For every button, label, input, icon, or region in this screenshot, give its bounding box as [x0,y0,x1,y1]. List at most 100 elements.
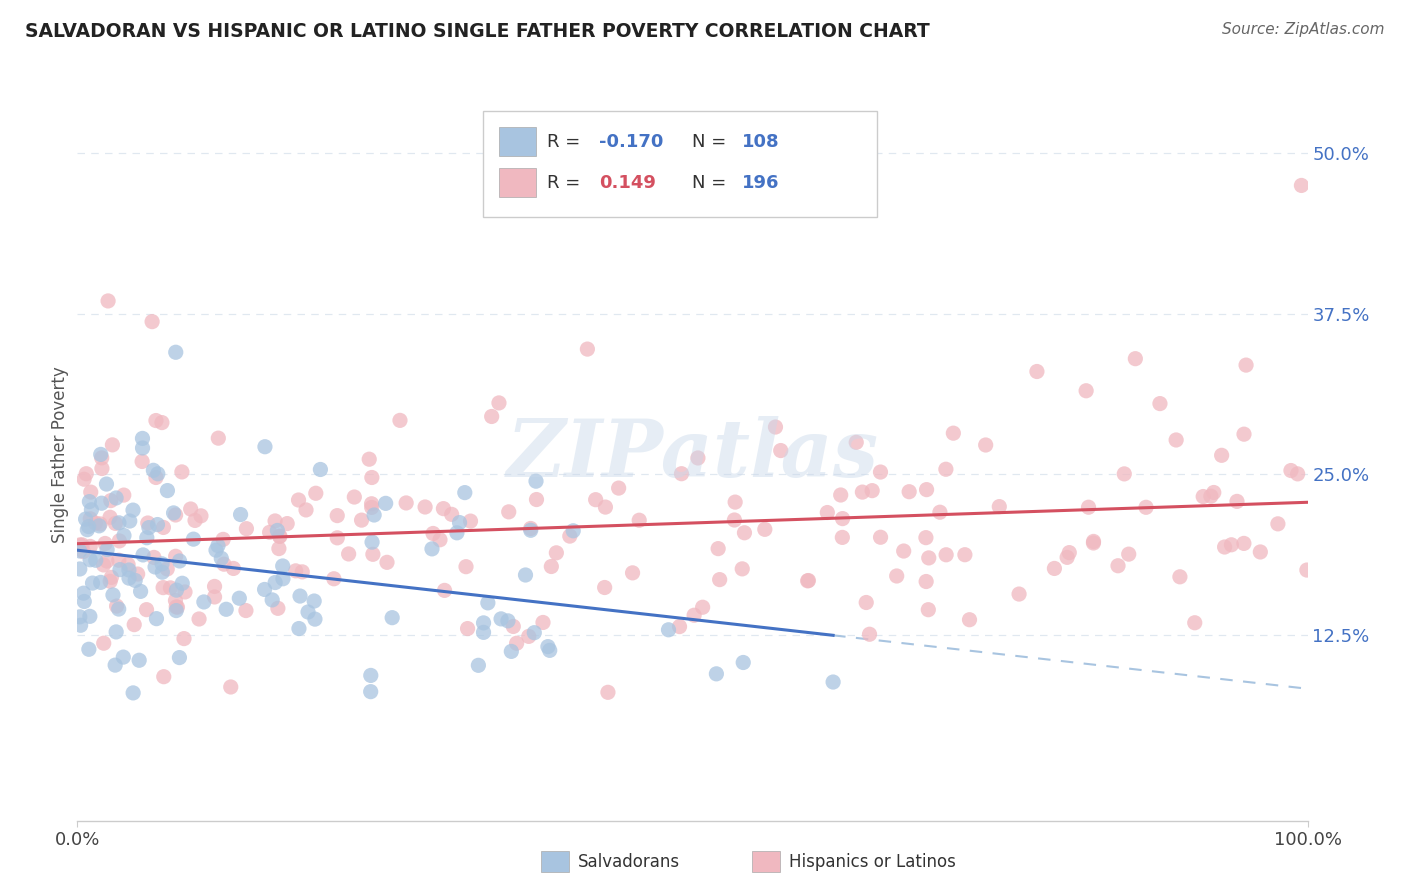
Point [188,612,211,626]
Point [796,574,818,588]
Point [1296,563,1319,577]
Point [765,420,787,434]
Point [1249,545,1271,559]
Point [855,595,877,609]
Text: N =: N = [693,133,733,151]
Point [73,594,96,608]
Point [1125,351,1147,366]
Point [1149,396,1171,410]
Point [454,485,477,500]
Point [131,431,153,445]
Point [271,559,294,574]
Text: Salvadorans: Salvadorans [578,853,681,871]
Point [361,535,384,549]
Point [141,315,163,329]
Point [988,500,1011,514]
Point [205,543,228,558]
Point [97,293,120,308]
Point [253,440,276,454]
Point [122,617,145,632]
Point [845,435,868,450]
Point [754,522,776,536]
Point [1077,500,1099,515]
Point [1213,540,1236,554]
Point [70,538,93,552]
Point [80,485,103,500]
Point [159,581,181,595]
Point [1211,448,1233,462]
Point [915,483,938,497]
Point [915,574,938,589]
Point [108,563,131,577]
Point [98,510,121,524]
Point [830,488,852,502]
Point [276,516,298,531]
Point [454,559,477,574]
Point [69,610,91,624]
Point [460,514,482,528]
Point [668,619,690,633]
Point [212,533,235,547]
Point [488,396,510,410]
Point [1226,494,1249,508]
Point [219,680,242,694]
Point [262,593,284,607]
Point [1056,550,1078,565]
Point [860,483,883,498]
Point [193,595,215,609]
Point [93,636,115,650]
Point [350,513,373,527]
Point [524,474,547,488]
Point [75,467,97,481]
Point [152,520,174,534]
Point [360,500,382,515]
Point [706,666,728,681]
Point [152,670,174,684]
Point [288,589,311,603]
Point [501,644,523,658]
Point [266,524,288,538]
Point [831,511,853,525]
Point [122,686,145,700]
Point [80,503,103,517]
Point [429,533,451,547]
Point [1135,500,1157,515]
Point [869,530,891,544]
Point [422,526,444,541]
Point [72,586,94,600]
Point [489,612,512,626]
Point [593,581,616,595]
Point [79,512,101,526]
Point [917,603,939,617]
Point [1291,178,1313,193]
Point [69,538,91,552]
Point [360,668,382,682]
Point [170,465,193,479]
Point [122,503,145,517]
Point [150,416,173,430]
Point [540,559,562,574]
Point [287,493,309,508]
Point [381,610,404,624]
Point [96,477,118,491]
Point [75,512,97,526]
Point [797,574,820,588]
Point [395,496,418,510]
Point [269,529,291,543]
Y-axis label: Single Father Poverty: Single Father Poverty [51,367,69,543]
Point [686,450,709,465]
Point [172,576,194,591]
Point [212,557,235,571]
Point [180,502,202,516]
Point [166,600,188,615]
Point [69,544,91,558]
Point [498,505,520,519]
Point [150,565,173,579]
Point [692,600,714,615]
Point [1192,490,1215,504]
Point [131,441,153,455]
Point [165,599,187,614]
Point [953,548,976,562]
Point [517,629,540,643]
Point [204,579,226,593]
